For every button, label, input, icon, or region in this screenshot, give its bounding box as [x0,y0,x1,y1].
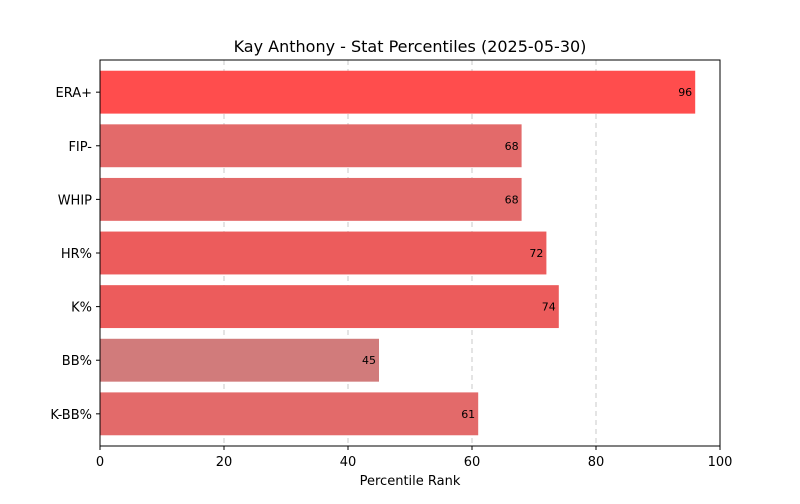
y-tick-label: BB% [62,354,92,369]
x-axis-label: Percentile Rank [360,474,461,489]
data-label: 61 [461,408,475,421]
y-tick-label: ERA+ [55,86,92,101]
x-tick-label: 60 [464,455,481,470]
data-label: 45 [362,354,376,367]
data-label: 68 [505,193,519,206]
bar [100,231,547,275]
data-label: 72 [529,247,543,260]
y-tick-label: FIP- [68,140,92,155]
y-tick-label: HR% [61,247,92,262]
bar [100,70,696,114]
x-tick-label: 100 [708,455,733,470]
y-tick-label: K-BB% [50,408,92,423]
plot-frame [99,59,721,447]
bar [100,392,479,436]
data-label: 96 [678,86,692,99]
x-tick-label: 80 [588,455,605,470]
bar-layer: 96 68 68 72 74 45 61 [100,70,696,436]
y-tick-label: K% [71,301,92,316]
chart-title: Kay Anthony - Stat Percentiles (2025-05-… [234,37,587,56]
bar [100,285,559,329]
bar [100,177,522,221]
data-label: 68 [505,140,519,153]
axis-layer: 0 20 40 60 80 100 ERA+ FIP- WHIP HR% K% BB% K-BB% [50,86,732,470]
x-tick-label: 0 [96,455,104,470]
bar [100,338,379,382]
x-tick-label: 40 [340,455,357,470]
data-label: 74 [542,301,556,314]
bar [100,124,522,168]
x-tick-label: 20 [216,455,233,470]
y-tick-label: WHIP [58,193,92,208]
